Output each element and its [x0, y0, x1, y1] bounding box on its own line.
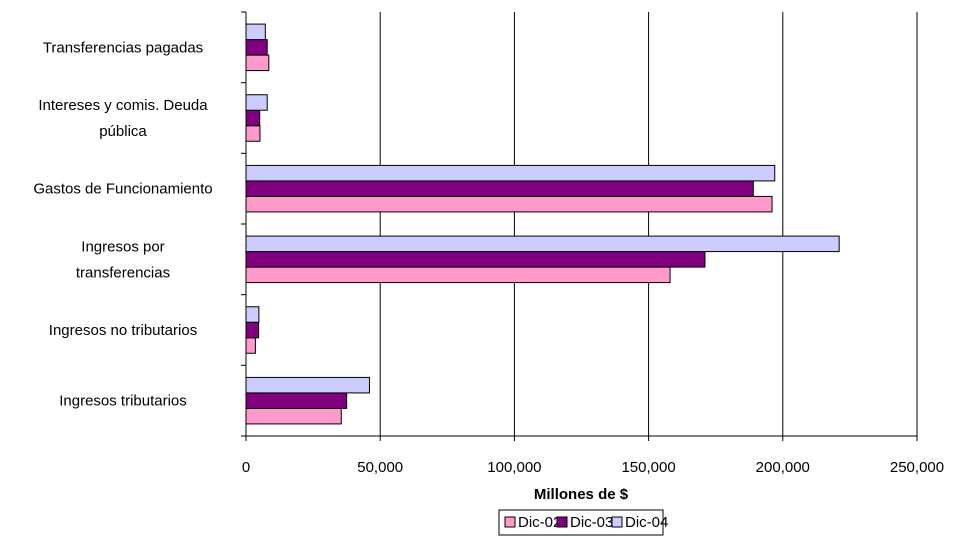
legend-label: Dic-02: [518, 514, 561, 531]
legend-label: Dic-03: [570, 514, 613, 531]
category-label: Ingresos por transferencias: [76, 238, 170, 281]
bar: [245, 23, 266, 41]
x-axis-title: Millones de $: [534, 486, 629, 503]
x-tick-label: 200,000: [756, 459, 810, 476]
legend-swatch: [556, 516, 568, 528]
bar: [245, 306, 260, 323]
bar: [245, 180, 754, 197]
category-label: Gastos de Funcionamiento: [33, 181, 212, 198]
x-tick-label: 250,000: [890, 459, 944, 476]
bar: [245, 321, 260, 339]
x-tick-label: 50,000: [357, 459, 403, 476]
legend-swatch: [504, 516, 516, 528]
category-label: Transferencias pagadas: [43, 39, 203, 56]
gridlines: [379, 12, 918, 436]
category-label: Ingresos tributarios: [59, 393, 187, 410]
bar: [245, 195, 773, 213]
x-tick-label: 0: [242, 459, 250, 476]
bar: [245, 392, 348, 409]
axes: [241, 11, 918, 441]
bar: [245, 125, 261, 142]
bar: [245, 337, 256, 354]
bar: [245, 164, 776, 182]
bar: [245, 39, 268, 56]
bar: [245, 235, 840, 253]
legend-swatch: [611, 516, 623, 528]
legend: Dic-02 Dic-03 Dic-04: [498, 509, 668, 536]
category-label: Ingresos no tributarios: [49, 322, 197, 339]
bar: [245, 376, 370, 394]
x-tick-label: 150,000: [621, 459, 675, 476]
bar: [245, 54, 270, 72]
x-tick-label: 100,000: [487, 459, 541, 476]
legend-label: Dic-04: [625, 514, 668, 531]
category-label: Intereses y comis. Deuda pública: [38, 97, 208, 140]
bar: [245, 251, 706, 268]
legend-box: [498, 509, 664, 536]
bar: [245, 94, 268, 111]
bars: [245, 23, 840, 425]
bar: [245, 407, 342, 425]
category-labels: Transferencias pagadas Intereses y comis.…: [33, 39, 212, 409]
bar: [245, 109, 261, 127]
x-tick-labels: 0 50,000 100,000 150,000 200,000 250,000: [242, 459, 944, 476]
bar: [245, 266, 671, 284]
